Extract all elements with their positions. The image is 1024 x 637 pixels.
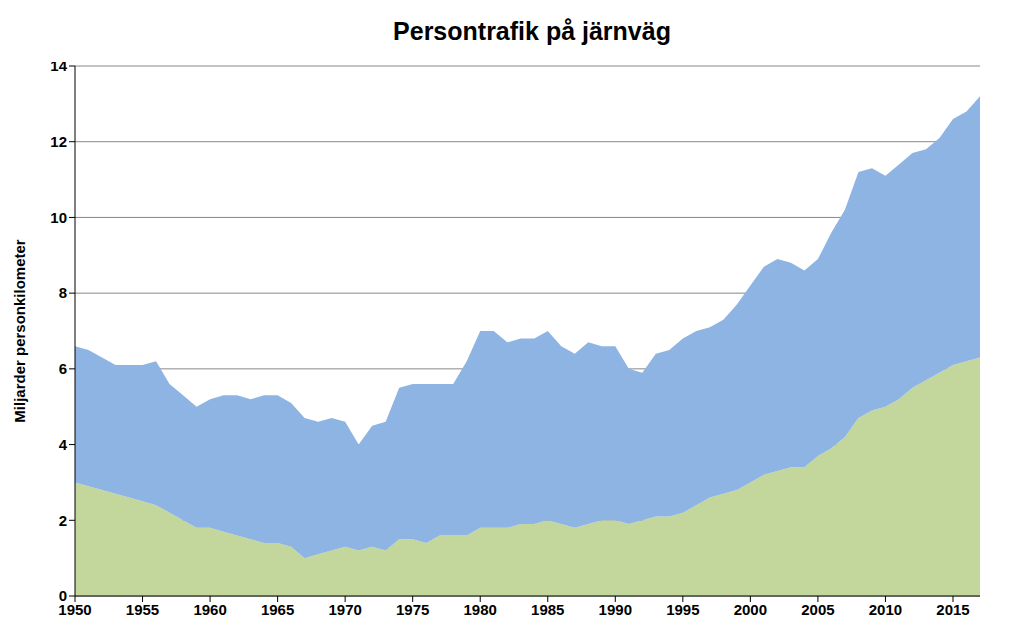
svg-text:14: 14: [50, 62, 67, 74]
svg-text:6: 6: [59, 360, 67, 377]
svg-text:1965: 1965: [261, 601, 294, 618]
svg-text:1975: 1975: [396, 601, 429, 618]
svg-text:1980: 1980: [464, 601, 497, 618]
svg-text:2005: 2005: [801, 601, 834, 618]
svg-text:2010: 2010: [869, 601, 902, 618]
svg-text:0: 0: [59, 587, 67, 604]
html-text:Persontrafik på järnväg: Persontrafik på järnväg: [393, 17, 671, 45]
svg-text:1955: 1955: [126, 601, 159, 618]
svg-text:8: 8: [59, 284, 67, 301]
svg-text:1990: 1990: [599, 601, 632, 618]
svg-text:1970: 1970: [328, 601, 361, 618]
svg-text:2000: 2000: [734, 601, 767, 618]
svg-text:1995: 1995: [666, 601, 699, 618]
svg-text:Miljarder personkilometer: Miljarder personkilometer: [11, 239, 28, 423]
svg-text:2: 2: [59, 512, 67, 529]
svg-text:1960: 1960: [193, 601, 226, 618]
svg-text:2015: 2015: [936, 601, 969, 618]
svg-text:10: 10: [50, 209, 67, 226]
svg-text:1985: 1985: [531, 601, 564, 618]
svg-text:1950: 1950: [58, 600, 92, 618]
svg-text:12: 12: [50, 133, 67, 150]
svg-text:4: 4: [59, 436, 68, 453]
